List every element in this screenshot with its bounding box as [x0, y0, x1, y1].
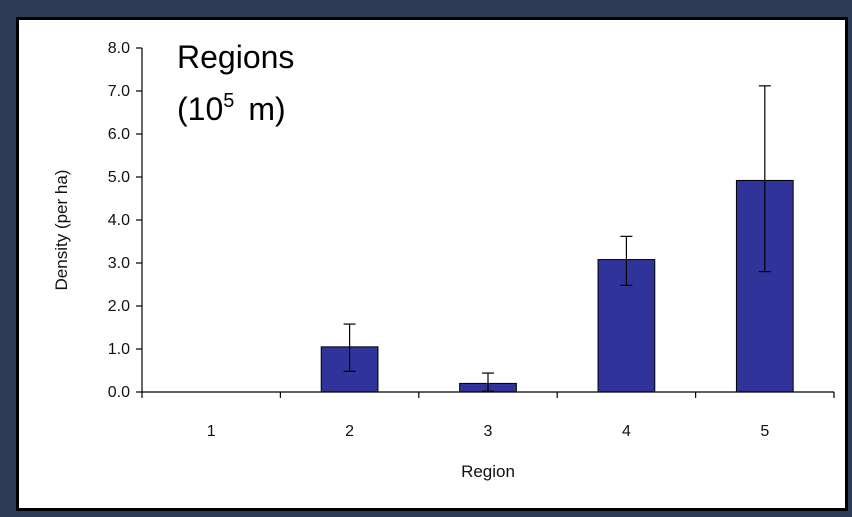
- y-tick-label-7: 7.0: [108, 83, 130, 100]
- x-tick-label-4: 5: [760, 423, 769, 440]
- y-tick-label-4: 4.0: [108, 212, 130, 229]
- y-tick-label-8: 8.0: [108, 40, 130, 57]
- y-tick-label-5: 5.0: [108, 169, 130, 186]
- x-tick-label-1: 2: [345, 423, 354, 440]
- annotation-line-2: (105 m): [177, 90, 286, 127]
- y-tick-label-2: 2.0: [108, 298, 130, 315]
- annotation-superscript: 5: [223, 90, 234, 112]
- y-tick-label-3: 3.0: [108, 255, 130, 272]
- annotation-suffix: m): [248, 91, 285, 127]
- y-tick-label-0: 0.0: [108, 384, 130, 401]
- chart-panel: [16, 17, 848, 511]
- annotation-prefix: (10: [177, 91, 223, 127]
- x-ticks-layer: 1 2 3 4 5: [141, 392, 835, 440]
- y-ticks-layer: 0.0 1.0 2.0 3.0 4.0 5.0 6.0 7.0 8.0: [108, 40, 142, 401]
- bars-layer: [320, 179, 794, 393]
- y-tick-label-6: 6.0: [108, 126, 130, 143]
- y-axis-title: Density (per ha): [52, 170, 71, 291]
- x-axis-title: Region: [461, 462, 515, 481]
- x-tick-label-2: 3: [484, 423, 493, 440]
- x-tick-label-3: 4: [622, 423, 631, 440]
- x-tick-label-0: 1: [207, 423, 216, 440]
- y-tick-label-1: 1.0: [108, 341, 130, 358]
- error-bars-layer: [343, 85, 771, 392]
- annotation-line-1: Regions: [177, 39, 294, 75]
